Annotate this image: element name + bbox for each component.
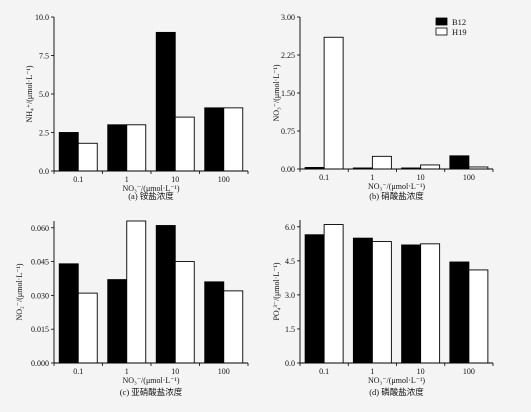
- y-tick-label: 0.00: [281, 165, 295, 174]
- bar-h19-10: [174, 116, 195, 172]
- x-tick-label: 0.1: [319, 173, 329, 182]
- y-tick-label: 4.5: [285, 257, 295, 266]
- bar-h19-100: [223, 107, 244, 172]
- bar-b12-1: [107, 279, 128, 364]
- y-tick-label: 3.0: [285, 291, 295, 300]
- y-tick-label: 0.030: [31, 291, 49, 300]
- panel-d-phosphate: 0.0 1.5 3.0 4.5 6.0 0.1 1 10 100 NO₃⁻/(μmol·L⁻¹) (…: [265, 206, 530, 412]
- bar-b12-100: [449, 261, 470, 364]
- legend-label-h19: H19: [452, 27, 467, 37]
- bar-h19-100: [468, 269, 489, 364]
- chart-a-svg: 0.0 2.5 5.0 7.5 10.0 0.1 1 10 100 NO₃⁻/(μmol·L⁻¹)…: [25, 13, 249, 201]
- panel-caption: (d) 磷酸盐浓度: [369, 387, 424, 397]
- x-tick-label: 10: [417, 367, 425, 376]
- y-tick-label: 1.50: [281, 89, 295, 98]
- x-tick-label: 1: [370, 173, 374, 182]
- y-tick-label: 3.00: [281, 13, 295, 22]
- x-tick-label: 100: [218, 175, 230, 184]
- bar-b12-1: [352, 237, 373, 364]
- bar-b12-1: [107, 124, 128, 172]
- y-tick-label: 0.0: [285, 359, 295, 368]
- chart-c-svg: 0.000 0.015 0.030 0.045 0.060 0.1 1 10 100 NO₃⁻/(…: [15, 220, 249, 397]
- y-tick-label: 7.5: [39, 52, 49, 61]
- x-tick-label: 0.1: [73, 367, 83, 376]
- bar-b12-100: [204, 281, 225, 364]
- x-tick-label: 1: [125, 175, 129, 184]
- x-tick-label: 10: [171, 367, 179, 376]
- bar-b12-10: [155, 225, 176, 364]
- y-axis-label: PO₄³⁻/(μmol·L⁻¹): [272, 262, 281, 320]
- bar-b12-10: [401, 244, 422, 364]
- y-tick-label: 0.75: [281, 127, 295, 136]
- bar-b12-0.1: [58, 263, 79, 364]
- x-tick-label: 1: [125, 367, 129, 376]
- y-tick-label: 0.045: [31, 258, 49, 267]
- y-tick-label: 1.5: [285, 325, 295, 334]
- y-tick-label: 0.060: [31, 224, 49, 233]
- legend-swatch-h19: [435, 27, 448, 36]
- panel-a-ammonium: 0.0 2.5 5.0 7.5 10.0 0.1 1 10 100 NO₃⁻/(μmol·L⁻¹)…: [0, 0, 265, 206]
- legend-swatch-b12: [435, 17, 448, 26]
- x-tick-label: 100: [463, 173, 475, 182]
- bar-h19-0.1: [77, 292, 98, 364]
- bar-h19-0.1: [323, 224, 344, 364]
- x-axis-label: NO₃⁻/(μmol·L⁻¹): [122, 376, 179, 385]
- y-axis-label: NH₄⁺/(μmol·L⁻¹): [25, 65, 34, 122]
- x-tick-label: 0.1: [319, 367, 329, 376]
- y-tick-label: 5.0: [39, 90, 49, 99]
- x-axis-label: NO₃⁻/(μmol·L⁻¹): [368, 182, 425, 191]
- x-tick-label: 1: [370, 367, 374, 376]
- y-axis-label: NO₂⁻/(μmol·L⁻¹): [15, 263, 24, 320]
- bar-h19-100: [223, 290, 244, 364]
- bar-b12-100: [449, 155, 470, 170]
- panel-caption: (a) 铵盐浓度: [128, 191, 174, 201]
- x-tick-label: 100: [218, 367, 230, 376]
- x-tick-label: 10: [171, 175, 179, 184]
- x-axis-label: NO₃⁻/(μmol·L⁻¹): [122, 184, 179, 193]
- bar-h19-0.1: [77, 142, 98, 172]
- y-tick-label: 2.5: [39, 129, 49, 138]
- y-tick-label: 0.015: [31, 325, 49, 334]
- bar-b12-0.1: [58, 132, 79, 172]
- chart-d-svg: 0.0 1.5 3.0 4.5 6.0 0.1 1 10 100 NO₃⁻/(μmol·L⁻¹) (…: [272, 220, 494, 397]
- x-tick-label: 100: [463, 367, 475, 376]
- bar-b12-0.1: [304, 234, 325, 364]
- x-axis-label: NO₃⁻/(μmol·L⁻¹): [368, 376, 425, 385]
- y-axis-label: NO₃⁻/(μmol·L⁻¹): [272, 64, 281, 121]
- bar-h19-1: [371, 241, 392, 364]
- y-tick-label: 0.0: [39, 167, 49, 176]
- bar-h19-10: [174, 261, 195, 364]
- bar-h19-10: [420, 164, 441, 170]
- x-tick-label: 0.1: [73, 175, 83, 184]
- bar-h19-0.1: [323, 36, 344, 170]
- x-tick-label: 10: [417, 173, 425, 182]
- bar-h19-10: [420, 243, 441, 364]
- panel-b-nitrate: 0.00 0.75 1.50 2.25 3.00 0.1 1 10 100 NO₃⁻/(μmol·…: [265, 0, 530, 206]
- bar-h19-1: [126, 124, 147, 172]
- y-tick-label: 0.000: [31, 359, 49, 368]
- y-tick-label: 2.25: [281, 51, 295, 60]
- chart-b-svg: 0.00 0.75 1.50 2.25 3.00 0.1 1 10 100 NO₃⁻/(μmol·…: [272, 13, 494, 201]
- panel-caption: (b) 硝酸盐浓度: [369, 191, 424, 201]
- bar-h19-1: [371, 155, 392, 170]
- bar-h19-1: [126, 220, 147, 364]
- panel-caption: (c) 亚硝酸盐浓度: [120, 387, 183, 397]
- bar-b12-100: [204, 107, 225, 172]
- panel-c-nitrite: 0.000 0.015 0.030 0.045 0.060 0.1 1 10 100 NO₃⁻/(…: [0, 206, 265, 412]
- bar-b12-10: [155, 31, 176, 172]
- y-tick-label: 6.0: [285, 223, 295, 232]
- y-tick-label: 10.0: [35, 13, 49, 22]
- legend-label-b12: B12: [452, 17, 466, 27]
